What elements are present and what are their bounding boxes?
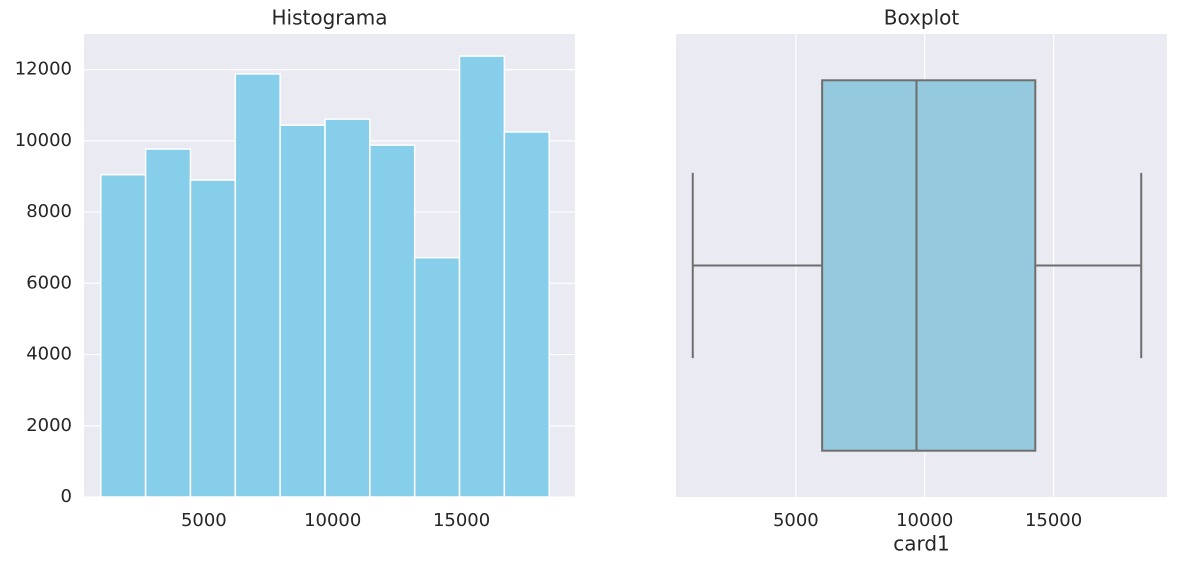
boxplot-title: Boxplot [884, 6, 960, 30]
histogram-y-tick-label: 12000 [15, 59, 72, 80]
histogram-y-tick-label: 2000 [26, 415, 72, 436]
histogram-title: Histograma [271, 6, 387, 30]
histogram-bar-1 [144, 148, 192, 498]
histogram-x-tick-label: 15000 [433, 510, 490, 531]
boxplot-x-tick-label: 15000 [1025, 510, 1082, 531]
boxplot-box [821, 79, 1037, 452]
histogram-bar-5 [324, 118, 371, 498]
histogram-x-tick-label: 10000 [304, 510, 361, 531]
boxplot-x-tick-label: 10000 [896, 510, 953, 531]
boxplot-x-axis-label: card1 [893, 532, 950, 556]
histogram-x-ticks: 5000 10000 15000 [181, 510, 490, 531]
boxplot-chart: Boxplot 5000 10000 15000 card1 [676, 6, 1167, 556]
histogram-bar-2 [189, 179, 237, 498]
histogram-y-tick-label: 10000 [15, 130, 72, 151]
histogram-bar-4 [279, 124, 326, 498]
histogram-bar-9 [503, 131, 550, 498]
histogram-y-tick-label: 6000 [26, 272, 72, 293]
histogram-bar-7 [413, 256, 461, 498]
histogram-y-tick-label: 0 [61, 486, 72, 507]
histogram-chart: Histograma 0 2000 4000 6000 8000 10000 12000 5… [15, 6, 575, 531]
histogram-bar-0 [100, 173, 147, 498]
histogram-y-tick-label: 4000 [26, 344, 72, 365]
histogram-bar-8 [458, 55, 506, 498]
boxplot-x-tick-label: 5000 [773, 510, 819, 531]
histogram-bar-6 [369, 144, 416, 498]
histogram-bars [100, 55, 550, 498]
histogram-x-tick-label: 5000 [181, 510, 227, 531]
histogram-y-tick-label: 8000 [26, 201, 72, 222]
histogram-y-ticks: 0 2000 4000 6000 8000 10000 12000 [15, 59, 72, 507]
boxplot-marks [691, 79, 1143, 452]
boxplot-x-ticks: 5000 10000 15000 [773, 510, 1082, 531]
histogram-bar-3 [234, 73, 281, 498]
